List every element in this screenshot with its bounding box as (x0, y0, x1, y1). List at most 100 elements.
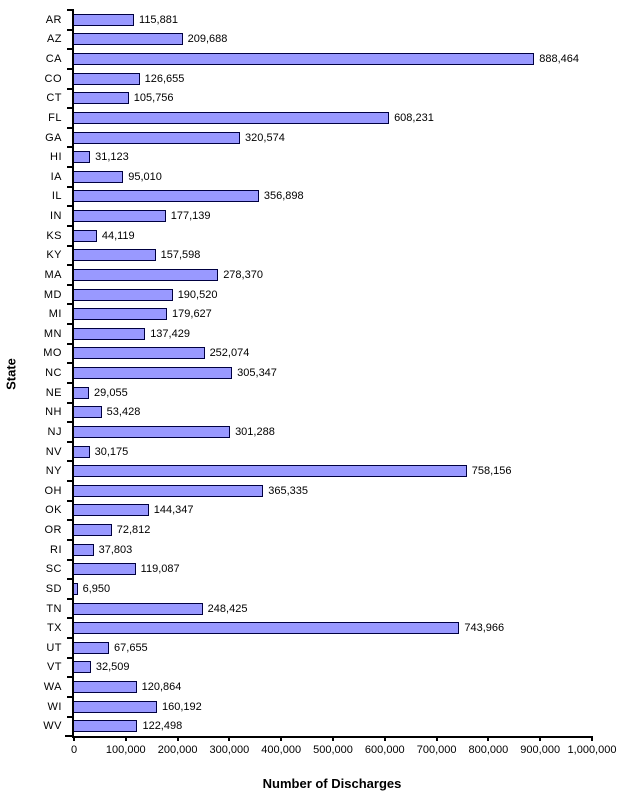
y-tick-label: NE (45, 386, 62, 399)
bar-row: NH 53,428 (45, 401, 592, 423)
y-axis-tick (67, 381, 74, 384)
bar-value-label: 32,509 (95, 661, 130, 674)
x-tick-label: 600,000 (364, 744, 405, 756)
bar-value-label: 157,598 (160, 249, 201, 262)
bar-value-label: 72,812 (116, 524, 151, 537)
y-axis-tick (67, 362, 74, 365)
bar-row: TX 743,966 (47, 617, 592, 638)
x-tick-label: 700,000 (416, 744, 457, 756)
bar (74, 111, 390, 124)
y-tick-label: IL (51, 190, 62, 203)
bar-row: CA 888,464 (46, 48, 592, 69)
y-tick-label: KS (46, 229, 62, 242)
bar-value-label: 190,520 (177, 288, 218, 301)
y-tick-label: OK (45, 504, 62, 517)
x-tick-label: 400,000 (261, 744, 302, 756)
y-axis-tick (67, 107, 74, 110)
y-tick-label: RI (50, 543, 62, 556)
y-tick-label: NC (45, 367, 62, 380)
bar-row: MO 252,074 (43, 342, 592, 364)
bar (74, 641, 110, 654)
y-axis-tick (67, 126, 74, 129)
bar-row: IA 95,010 (51, 166, 592, 187)
x-tick-label: 100,000 (105, 744, 146, 756)
bar (74, 33, 183, 46)
y-axis-tick (67, 499, 74, 502)
plot-area: AR 115,881 AZ 209,688 CA 888,464 CO 126,655 CT 10… (43, 9, 616, 756)
y-tick-label: CT (46, 92, 62, 105)
bar-value-label: 320,574 (245, 131, 285, 144)
y-axis-tick (67, 303, 74, 306)
y-tick-label: UT (46, 641, 62, 654)
y-tick-label: SD (45, 582, 62, 595)
y-axis-tick (67, 185, 74, 188)
y-tick-label: MN (43, 327, 62, 340)
bar (74, 484, 264, 497)
bar (74, 249, 156, 262)
bar (74, 543, 94, 556)
y-tick-label: IA (50, 170, 62, 183)
bar (74, 524, 112, 537)
bar-value-label: 115,881 (139, 13, 178, 26)
y-axis-tick (67, 480, 74, 482)
y-tick-label: MA (44, 268, 62, 281)
y-tick-label: WV (43, 720, 62, 733)
bar-value-label: 53,428 (106, 406, 141, 419)
y-axis-tick (67, 166, 74, 168)
bar (74, 327, 146, 340)
x-tick-label: 0 (70, 744, 78, 756)
bar (74, 229, 97, 242)
bar-row: UT 67,655 (46, 637, 592, 658)
bar-row: MN 137,429 (44, 323, 592, 344)
y-axis-tick (67, 48, 74, 51)
x-axis-tick (487, 736, 490, 741)
y-axis-tick (67, 421, 74, 424)
bar (74, 700, 157, 713)
y-tick-label: MD (43, 288, 62, 301)
bar-value-label: 252,074 (209, 347, 250, 360)
y-tick-label: VT (46, 661, 62, 674)
bar (74, 720, 138, 733)
bar-row: MA 278,370 (45, 264, 592, 285)
y-axis-tick (67, 695, 74, 698)
bar-value-label: 37,803 (98, 543, 133, 556)
x-tick-label: 200,000 (157, 744, 198, 756)
bar-row: NY 758,156 (46, 460, 592, 481)
bar-row: RI 37,803 (50, 538, 592, 560)
y-tick-label: MI (48, 308, 62, 321)
bar (74, 386, 90, 399)
x-axis-tick (124, 736, 127, 741)
x-axis-tick (332, 736, 334, 741)
bar-value-label: 888,464 (539, 53, 579, 66)
y-axis-tick (67, 67, 74, 70)
y-axis-tick (67, 283, 74, 286)
bar-row: VT 32,509 (47, 656, 592, 678)
bar-value-label: 356,898 (263, 190, 304, 203)
x-axis-tick (280, 736, 283, 741)
x-axis-tick (383, 736, 386, 741)
x-tick-label: 1,000,000 (567, 744, 617, 756)
y-tick-label: MO (43, 347, 62, 360)
y-axis-tick (67, 460, 74, 463)
bar-value-label: 179,627 (172, 308, 212, 321)
y-axis-tick (67, 656, 74, 659)
y-tick-label: NY (45, 465, 62, 478)
bar (74, 170, 124, 183)
bar-row: AR 115,881 (46, 9, 592, 30)
bar-row: WV 122,498 (43, 715, 592, 737)
y-tick-label: NH (45, 406, 62, 419)
bar (74, 582, 78, 595)
bar-row: TN 248,425 (46, 597, 592, 619)
bar (74, 288, 173, 301)
bar-row: IL 356,898 (52, 185, 592, 207)
bar-value-label: 30,175 (94, 445, 129, 458)
y-tick-label: TX (46, 622, 62, 635)
y-tick-label: NV (45, 445, 62, 458)
y-axis-tick (67, 401, 74, 404)
bar-row: WA 120,864 (44, 676, 592, 697)
bar-row: HI 31,123 (50, 146, 592, 167)
bar-value-label: 305,347 (237, 367, 277, 380)
bar (74, 681, 137, 694)
y-axis-tick (67, 538, 74, 541)
bar-row: MI 179,627 (49, 303, 592, 324)
